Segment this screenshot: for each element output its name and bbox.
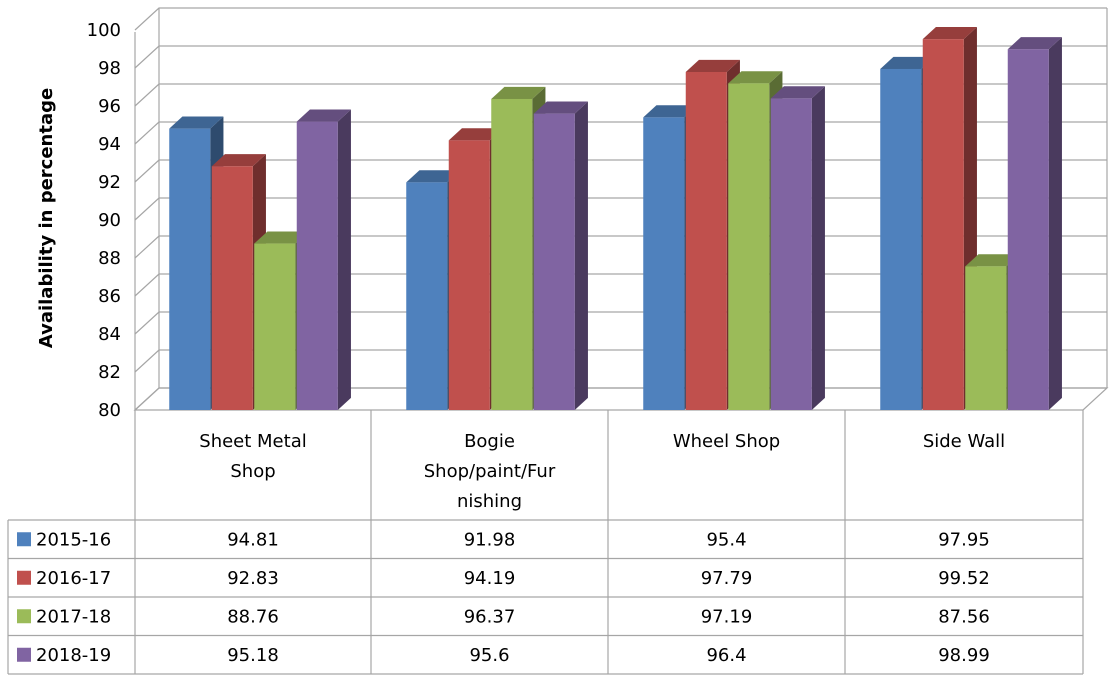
y-tick-label: 90: [98, 210, 121, 231]
category-label: Shop: [230, 461, 275, 482]
y-tick-label: 94: [98, 134, 121, 155]
bar-front: [211, 166, 253, 410]
data-value: 99.52: [938, 568, 990, 589]
y-tick-label: 84: [98, 324, 121, 345]
bar-side: [337, 109, 351, 410]
bar-front: [533, 113, 575, 410]
bar-front: [770, 98, 812, 411]
legend-label: 2016-17: [36, 568, 111, 589]
bar-front: [254, 243, 296, 410]
legend-key: [17, 532, 31, 547]
gridline: [134, 45, 1107, 69]
category-label: Sheet Metal: [199, 431, 306, 452]
data-value: 97.95: [938, 529, 990, 550]
y-tick-label: 92: [98, 172, 121, 193]
bar-front: [922, 39, 964, 411]
gridline: [134, 7, 1107, 31]
y-tick-label: 96: [98, 96, 121, 117]
bar-top: [406, 170, 461, 183]
bar-side: [1048, 37, 1062, 411]
bar-front: [728, 83, 770, 410]
data-value: 97.19: [701, 606, 753, 627]
bar-top: [533, 101, 588, 114]
data-value: 91.98: [464, 529, 516, 550]
category-label: Bogie: [464, 431, 515, 452]
bar-top: [1007, 37, 1062, 50]
legend-label: 2017-18: [36, 606, 111, 627]
bar-front: [643, 117, 685, 411]
data-value: 96.37: [464, 606, 516, 627]
y-axis-title: Availability in percentage: [36, 88, 57, 348]
category-label: Wheel Shop: [673, 431, 780, 452]
y-tick-label: 86: [98, 286, 121, 307]
data-value: 92.83: [227, 568, 279, 589]
category-label: Shop/paint/Fur: [424, 461, 556, 482]
bar: [770, 86, 825, 411]
data-value: 95.18: [227, 645, 279, 666]
bar-top: [448, 128, 503, 141]
bar-top: [211, 154, 266, 167]
bar-front: [880, 68, 922, 410]
bar-top: [965, 254, 1020, 267]
bar-front: [406, 182, 448, 410]
bar: [533, 101, 588, 410]
data-value: 88.76: [227, 606, 279, 627]
bar-top: [880, 56, 935, 69]
legend-label: 2018-19: [36, 645, 111, 666]
legend-key: [17, 609, 31, 624]
bar-top: [685, 59, 740, 72]
data-value: 94.81: [227, 529, 279, 550]
legend-key: [17, 647, 31, 662]
bar: [1007, 37, 1062, 411]
category-label: nishing: [457, 491, 522, 512]
data-value: 95.4: [706, 529, 746, 550]
bar-side: [574, 101, 588, 410]
y-tick-label: 82: [98, 362, 121, 383]
bar-top: [643, 105, 698, 118]
bar-top: [296, 109, 351, 122]
gridline: [134, 83, 1107, 107]
data-value: 97.79: [701, 568, 753, 589]
data-value: 95.6: [469, 645, 509, 666]
legend-key: [17, 570, 31, 585]
y-tick-label: 88: [98, 248, 121, 269]
legend-label: 2015-16: [36, 529, 111, 550]
bar-top: [922, 27, 977, 40]
bar-front: [491, 98, 533, 410]
y-tick-label: 80: [98, 400, 121, 421]
bar-front: [965, 266, 1007, 410]
data-value: 87.56: [938, 606, 990, 627]
bars: [169, 27, 1062, 411]
bar: [296, 109, 351, 410]
bar-top: [491, 86, 546, 99]
bar-side: [811, 86, 825, 411]
data-value: 96.4: [706, 645, 746, 666]
bar-front: [169, 128, 211, 411]
y-tick-label: 100: [87, 20, 121, 41]
bar-front: [448, 140, 490, 410]
y-tick-label: 98: [98, 58, 121, 79]
bar-top: [254, 231, 309, 244]
bar-front: [1007, 49, 1049, 410]
data-table: Sheet Metal Shop Bogie Shop/paint/Fur nishin…: [7, 410, 1084, 675]
bar-front: [296, 121, 338, 410]
data-value: 94.19: [464, 568, 516, 589]
bar-front: [685, 71, 727, 411]
bar-top: [770, 86, 825, 99]
data-value: 98.99: [938, 645, 990, 666]
bar-top: [169, 116, 224, 129]
bar-top: [728, 71, 783, 84]
y-axis: Availability in percentage 80 82 84 86 88 90 9…: [36, 20, 121, 421]
category-label: Side Wall: [923, 431, 1005, 452]
